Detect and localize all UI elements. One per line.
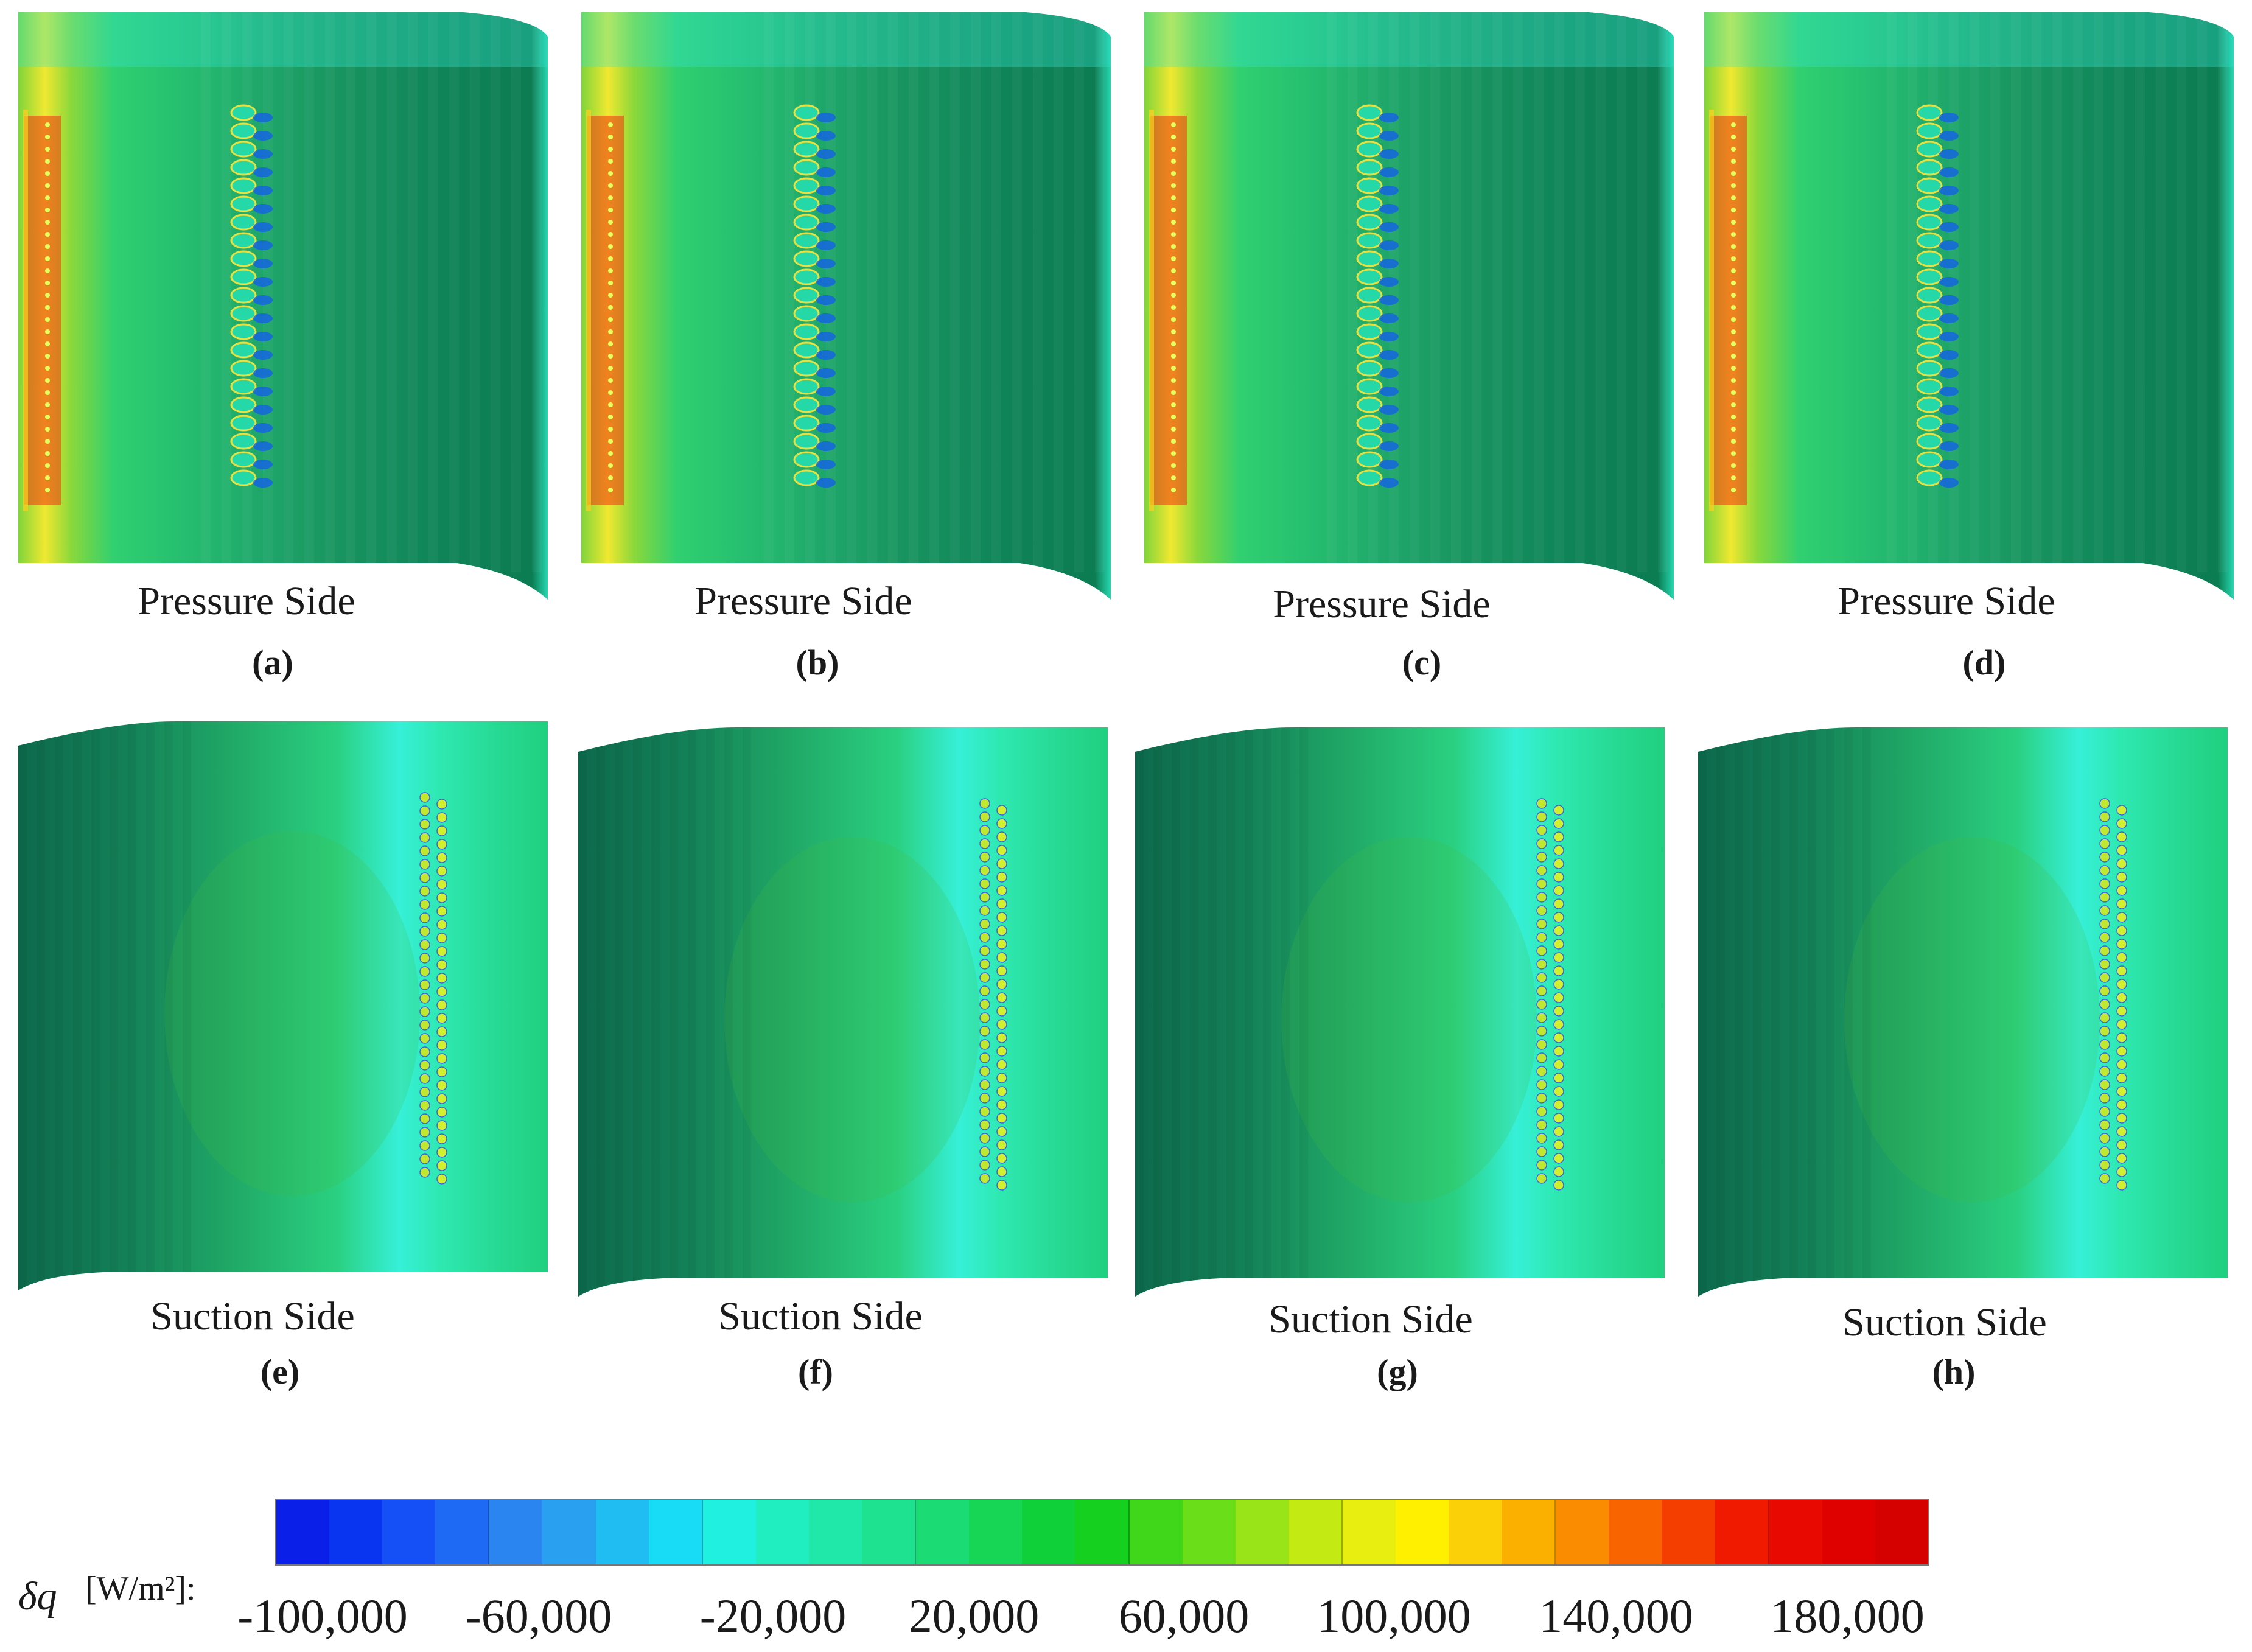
colorbar-segment — [1288, 1500, 1343, 1564]
panel-e-side-label: Suction Side — [150, 1294, 355, 1339]
colorbar-units: [W/m²]: — [85, 1570, 196, 1608]
colorbar-segment — [1556, 1500, 1609, 1564]
colorbar-segment — [595, 1500, 649, 1564]
colorbar-tick-label: -100,000 — [237, 1589, 408, 1642]
colorbar-segment — [435, 1500, 490, 1564]
panel-c-letter: (c) — [1402, 643, 1442, 682]
colorbar-segment — [382, 1500, 436, 1564]
colorbar-tick-label: 100,000 — [1317, 1589, 1471, 1642]
colorbar-segment — [755, 1500, 809, 1564]
colorbar-tick-label: -20,000 — [699, 1589, 847, 1642]
panel-f-side-label: Suction Side — [718, 1294, 923, 1339]
contour-panel-g — [1135, 727, 1665, 1297]
panel-g-letter: (g) — [1377, 1352, 1418, 1391]
contour-panel-d — [1704, 12, 2234, 600]
panel-a-side-label: Pressure Side — [138, 579, 355, 623]
pressure-side-contour — [18, 12, 548, 600]
colorbar-tick-label: 20,000 — [908, 1589, 1040, 1642]
colorbar-segment — [1715, 1500, 1769, 1564]
pressure-side-contour — [581, 12, 1111, 600]
colorbar-segment — [276, 1500, 330, 1564]
colorbar-segment — [862, 1500, 917, 1564]
panel-h-side-label: Suction Side — [1842, 1300, 2047, 1345]
panel-d-side-label: Pressure Side — [1838, 579, 2055, 623]
panel-g-side-label: Suction Side — [1268, 1297, 1473, 1342]
panel-c-side-label: Pressure Side — [1273, 582, 1491, 626]
contour-panel-c — [1144, 12, 1674, 600]
panel-b-side-label: Pressure Side — [694, 579, 912, 623]
colorbar-segment — [1822, 1500, 1875, 1564]
suction-side-contour — [1698, 727, 2228, 1297]
colorbar-segment — [1342, 1500, 1396, 1564]
suction-side-contour — [1135, 727, 1665, 1297]
colorbar-segment — [702, 1500, 756, 1564]
pressure-side-contour — [1704, 12, 2234, 600]
colorbar-segment — [1449, 1500, 1502, 1564]
colorbar-segment — [1395, 1500, 1449, 1564]
panel-a-letter: (a) — [252, 643, 293, 682]
colorbar-segment — [1129, 1500, 1183, 1564]
colorbar-segment — [808, 1500, 862, 1564]
colorbar-segment — [1875, 1500, 1928, 1564]
contour-panel-h — [1698, 727, 2228, 1297]
panel-e-letter: (e) — [260, 1352, 300, 1391]
contour-panel-e — [18, 721, 548, 1290]
colorbar-segment — [1235, 1500, 1289, 1564]
suction-side-contour — [578, 727, 1108, 1297]
colorbar-segment — [969, 1500, 1023, 1564]
colorbar-segment — [1662, 1500, 1715, 1564]
colorbar-segment — [916, 1500, 970, 1564]
panel-b-letter: (b) — [796, 643, 839, 682]
colorbar-tick-label: 60,000 — [1118, 1589, 1250, 1642]
colorbar-segment — [648, 1500, 703, 1564]
suction-side-contour — [18, 721, 548, 1290]
colorbar-segment — [1182, 1500, 1236, 1564]
panel-f-letter: (f) — [798, 1352, 833, 1391]
pressure-side-contour — [1144, 12, 1674, 600]
contour-panel-a — [18, 12, 548, 600]
colorbar-tick-label: 180,000 — [1770, 1589, 1925, 1642]
colorbar — [275, 1499, 1929, 1566]
colorbar-segment — [489, 1500, 543, 1564]
colorbar-segment — [1022, 1500, 1075, 1564]
colorbar-segment — [1609, 1500, 1662, 1564]
panel-h-letter: (h) — [1932, 1352, 1976, 1391]
panel-d-letter: (d) — [1962, 643, 2006, 682]
colorbar-tick-label: -60,000 — [465, 1589, 612, 1642]
colorbar-segment — [1502, 1500, 1556, 1564]
colorbar-symbol: δq — [18, 1574, 57, 1619]
colorbar-segment — [1769, 1500, 1822, 1564]
colorbar-segment — [1075, 1500, 1130, 1564]
colorbar-segment — [329, 1500, 383, 1564]
colorbar-tick-label: 140,000 — [1539, 1589, 1693, 1642]
colorbar-segment — [542, 1500, 596, 1564]
contour-panel-f — [578, 727, 1108, 1297]
contour-panel-b — [581, 12, 1111, 600]
